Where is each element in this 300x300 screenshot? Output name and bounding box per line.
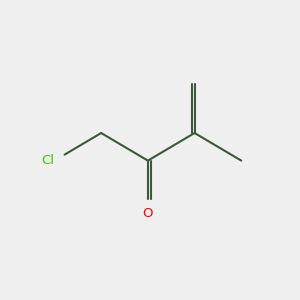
Text: O: O: [142, 207, 153, 220]
Text: Cl: Cl: [41, 154, 55, 167]
